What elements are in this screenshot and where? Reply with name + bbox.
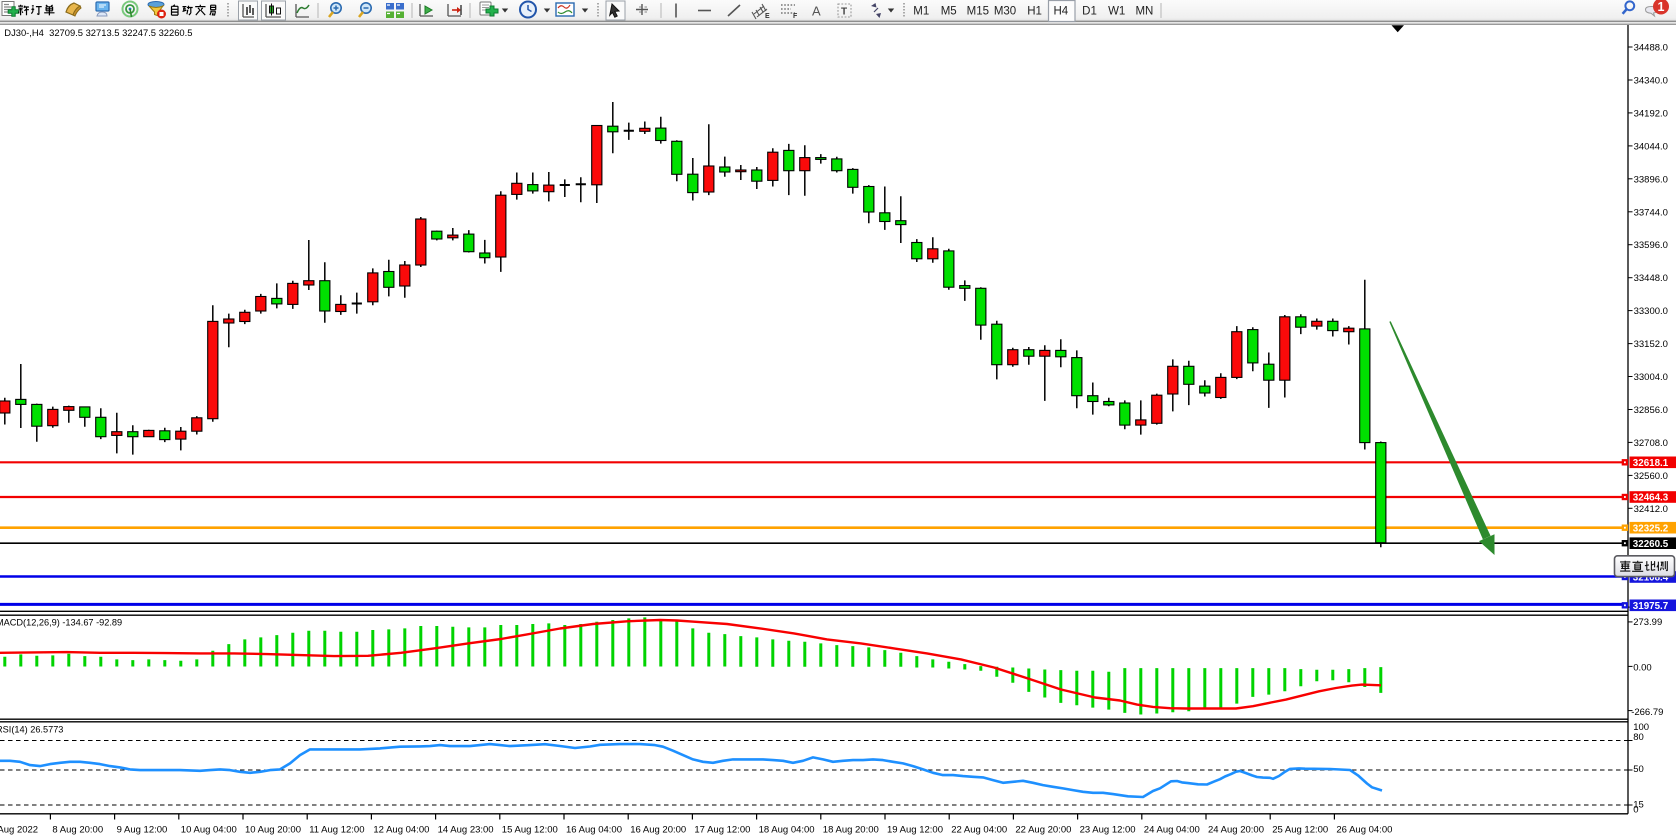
svg-text:-266.79: -266.79 [1631,707,1663,718]
svg-text:32412.0: 32412.0 [1634,504,1668,515]
svg-text:80: 80 [1633,732,1644,743]
svg-text:16 Aug 20:00: 16 Aug 20:00 [630,824,686,835]
svg-text:33896.0: 33896.0 [1634,174,1668,185]
svg-text:0.00: 0.00 [1633,663,1652,674]
svg-text:33152.0: 33152.0 [1634,339,1668,350]
svg-text:9 Aug 12:00: 9 Aug 12:00 [117,824,168,835]
svg-text:24 Aug 04:00: 24 Aug 04:00 [1144,824,1200,835]
svg-text:MN: MN [1135,6,1153,18]
svg-text:32108.4: 32108.4 [1633,573,1669,584]
svg-text:0: 0 [1633,805,1638,816]
svg-text:M1: M1 [913,6,929,18]
svg-text:33448.0: 33448.0 [1634,273,1668,284]
svg-text:MACD(12,26,9) -134.67 -92.89: MACD(12,26,9) -134.67 -92.89 [0,617,122,627]
svg-text:1: 1 [1658,0,1665,14]
svg-text:32325.2: 32325.2 [1633,523,1669,534]
svg-text:22 Aug 04:00: 22 Aug 04:00 [951,824,1007,835]
svg-text:8 Aug 20:00: 8 Aug 20:00 [52,824,103,835]
svg-text:34192.0: 34192.0 [1634,108,1668,119]
svg-text:M5: M5 [941,6,957,18]
svg-text:11 Aug 12:00: 11 Aug 12:00 [309,824,364,835]
svg-text:25 Aug 12:00: 25 Aug 12:00 [1272,824,1328,835]
svg-text:15 Aug 12:00: 15 Aug 12:00 [502,824,558,835]
svg-text:DJ30-,H4 32709.5 32713.5 3224: DJ30-,H4 32709.5 32713.5 32247.5 32260.5 [4,27,192,38]
svg-text:31975.7: 31975.7 [1633,601,1669,612]
svg-text:D1: D1 [1082,6,1097,18]
svg-text:19 Aug 12:00: 19 Aug 12:00 [887,824,943,835]
svg-text:12 Aug 04:00: 12 Aug 04:00 [373,824,429,835]
svg-text:23 Aug 12:00: 23 Aug 12:00 [1080,824,1136,835]
svg-text:34044.0: 34044.0 [1634,141,1668,152]
svg-text:T: T [841,7,847,18]
svg-text:32856.0: 32856.0 [1634,405,1668,416]
svg-text:33300.0: 33300.0 [1634,306,1668,317]
svg-text:100: 100 [1633,722,1649,733]
svg-text:A: A [812,4,821,19]
svg-text:M30: M30 [994,6,1016,18]
svg-text:E: E [765,13,770,20]
svg-text:10 Aug 20:00: 10 Aug 20:00 [245,824,301,835]
svg-text:W1: W1 [1108,6,1125,18]
svg-text:15: 15 [1633,800,1644,811]
svg-text:RSI(14) 26.5773: RSI(14) 26.5773 [0,725,63,735]
svg-text:17 Aug 12:00: 17 Aug 12:00 [694,824,750,835]
svg-text:32618.1: 32618.1 [1633,458,1669,469]
svg-text:M15: M15 [967,6,989,18]
svg-text:18 Aug 20:00: 18 Aug 20:00 [823,824,879,835]
svg-text:32260.5: 32260.5 [1633,539,1669,550]
svg-text:24 Aug 20:00: 24 Aug 20:00 [1208,824,1264,835]
svg-text:H1: H1 [1027,6,1042,18]
svg-text:18 Aug 04:00: 18 Aug 04:00 [759,824,815,835]
svg-text:26 Aug 04:00: 26 Aug 04:00 [1336,824,1392,835]
svg-text:14 Aug 23:00: 14 Aug 23:00 [438,824,494,835]
svg-text:273.99: 273.99 [1633,617,1662,628]
svg-text:33004.0: 33004.0 [1634,372,1668,383]
svg-text:34488.0: 34488.0 [1634,43,1668,54]
svg-text:22 Aug 20:00: 22 Aug 20:00 [1015,824,1071,835]
svg-text:50: 50 [1633,764,1644,775]
svg-text:32708.0: 32708.0 [1634,438,1668,449]
svg-text:33744.0: 33744.0 [1634,207,1668,218]
svg-text:F: F [793,13,798,20]
svg-text:H4: H4 [1053,6,1068,18]
svg-text:34340.0: 34340.0 [1634,76,1668,87]
svg-text:5 Aug 2022: 5 Aug 2022 [0,824,38,835]
svg-text:10 Aug 04:00: 10 Aug 04:00 [181,824,237,835]
svg-text:16 Aug 04:00: 16 Aug 04:00 [566,824,622,835]
svg-text:33596.0: 33596.0 [1634,240,1668,251]
svg-text:32560.0: 32560.0 [1634,471,1668,482]
svg-text:32464.3: 32464.3 [1633,493,1669,504]
